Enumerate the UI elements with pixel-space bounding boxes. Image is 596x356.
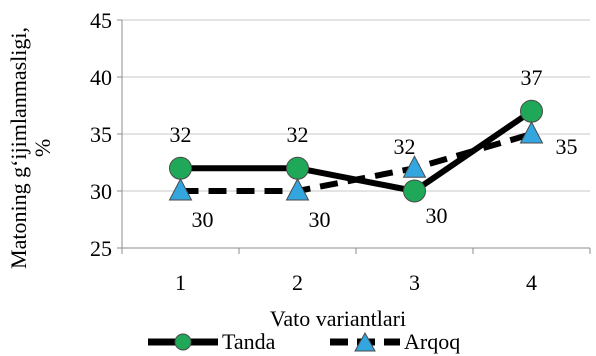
x-tick-label-1: 1	[175, 270, 186, 295]
x-tick-label-3: 3	[409, 270, 420, 295]
y-tick-label-35: 35	[90, 122, 112, 147]
data-labels: 32 32 30 37 30 30 32 35	[170, 65, 578, 232]
data-label-arqoq-3: 32	[394, 134, 416, 159]
y-axis-title-line-2: %	[30, 139, 55, 157]
y-axis-title-line-1: Matoning g‘ijimlanmasligi,	[6, 27, 31, 269]
legend-label-tanda: Tanda	[222, 329, 276, 354]
axes	[117, 19, 591, 254]
data-label-tanda-4: 37	[521, 65, 543, 90]
y-tick-label-45: 45	[90, 8, 112, 33]
y-tick-labels: 25 30 35 40 45	[90, 8, 112, 261]
x-tick-label-2: 2	[292, 270, 303, 295]
marker-arqoq-3	[402, 155, 427, 178]
data-label-arqoq-2: 30	[309, 207, 331, 232]
data-label-tanda-1: 32	[170, 122, 192, 147]
series-line-arqoq	[180, 131, 533, 194]
marker-tanda-4	[520, 99, 543, 123]
data-label-arqoq-4: 35	[556, 134, 578, 159]
series-group	[168, 99, 544, 203]
marker-tanda-1	[169, 156, 192, 180]
x-axis-title: Vato variantlari	[270, 306, 406, 331]
marker-arqoq-2	[285, 177, 310, 201]
marker-tanda-2	[286, 156, 309, 180]
x-tick-label-4: 4	[526, 270, 537, 295]
marker-arqoq-4	[519, 120, 544, 144]
data-label-arqoq-1: 30	[192, 207, 214, 232]
legend-item-arqoq: Arqoq	[330, 329, 460, 354]
y-tick-label-30: 30	[90, 179, 112, 204]
markers	[168, 99, 544, 203]
legend: Tanda Arqoq	[148, 329, 460, 354]
legend-item-tanda: Tanda	[148, 329, 276, 354]
legend-marker-arqoq	[354, 331, 376, 352]
marker-arqoq-1	[168, 177, 193, 201]
x-tick-labels: 1 2 3 4	[175, 270, 537, 295]
data-label-tanda-2: 32	[287, 122, 309, 147]
marker-tanda-3	[403, 179, 426, 203]
y-tick-label-25: 25	[90, 236, 112, 261]
legend-label-arqoq: Arqoq	[404, 329, 460, 354]
legend-marker-tanda	[174, 333, 192, 351]
data-label-tanda-3: 30	[426, 203, 448, 228]
y-tick-label-40: 40	[90, 65, 112, 90]
